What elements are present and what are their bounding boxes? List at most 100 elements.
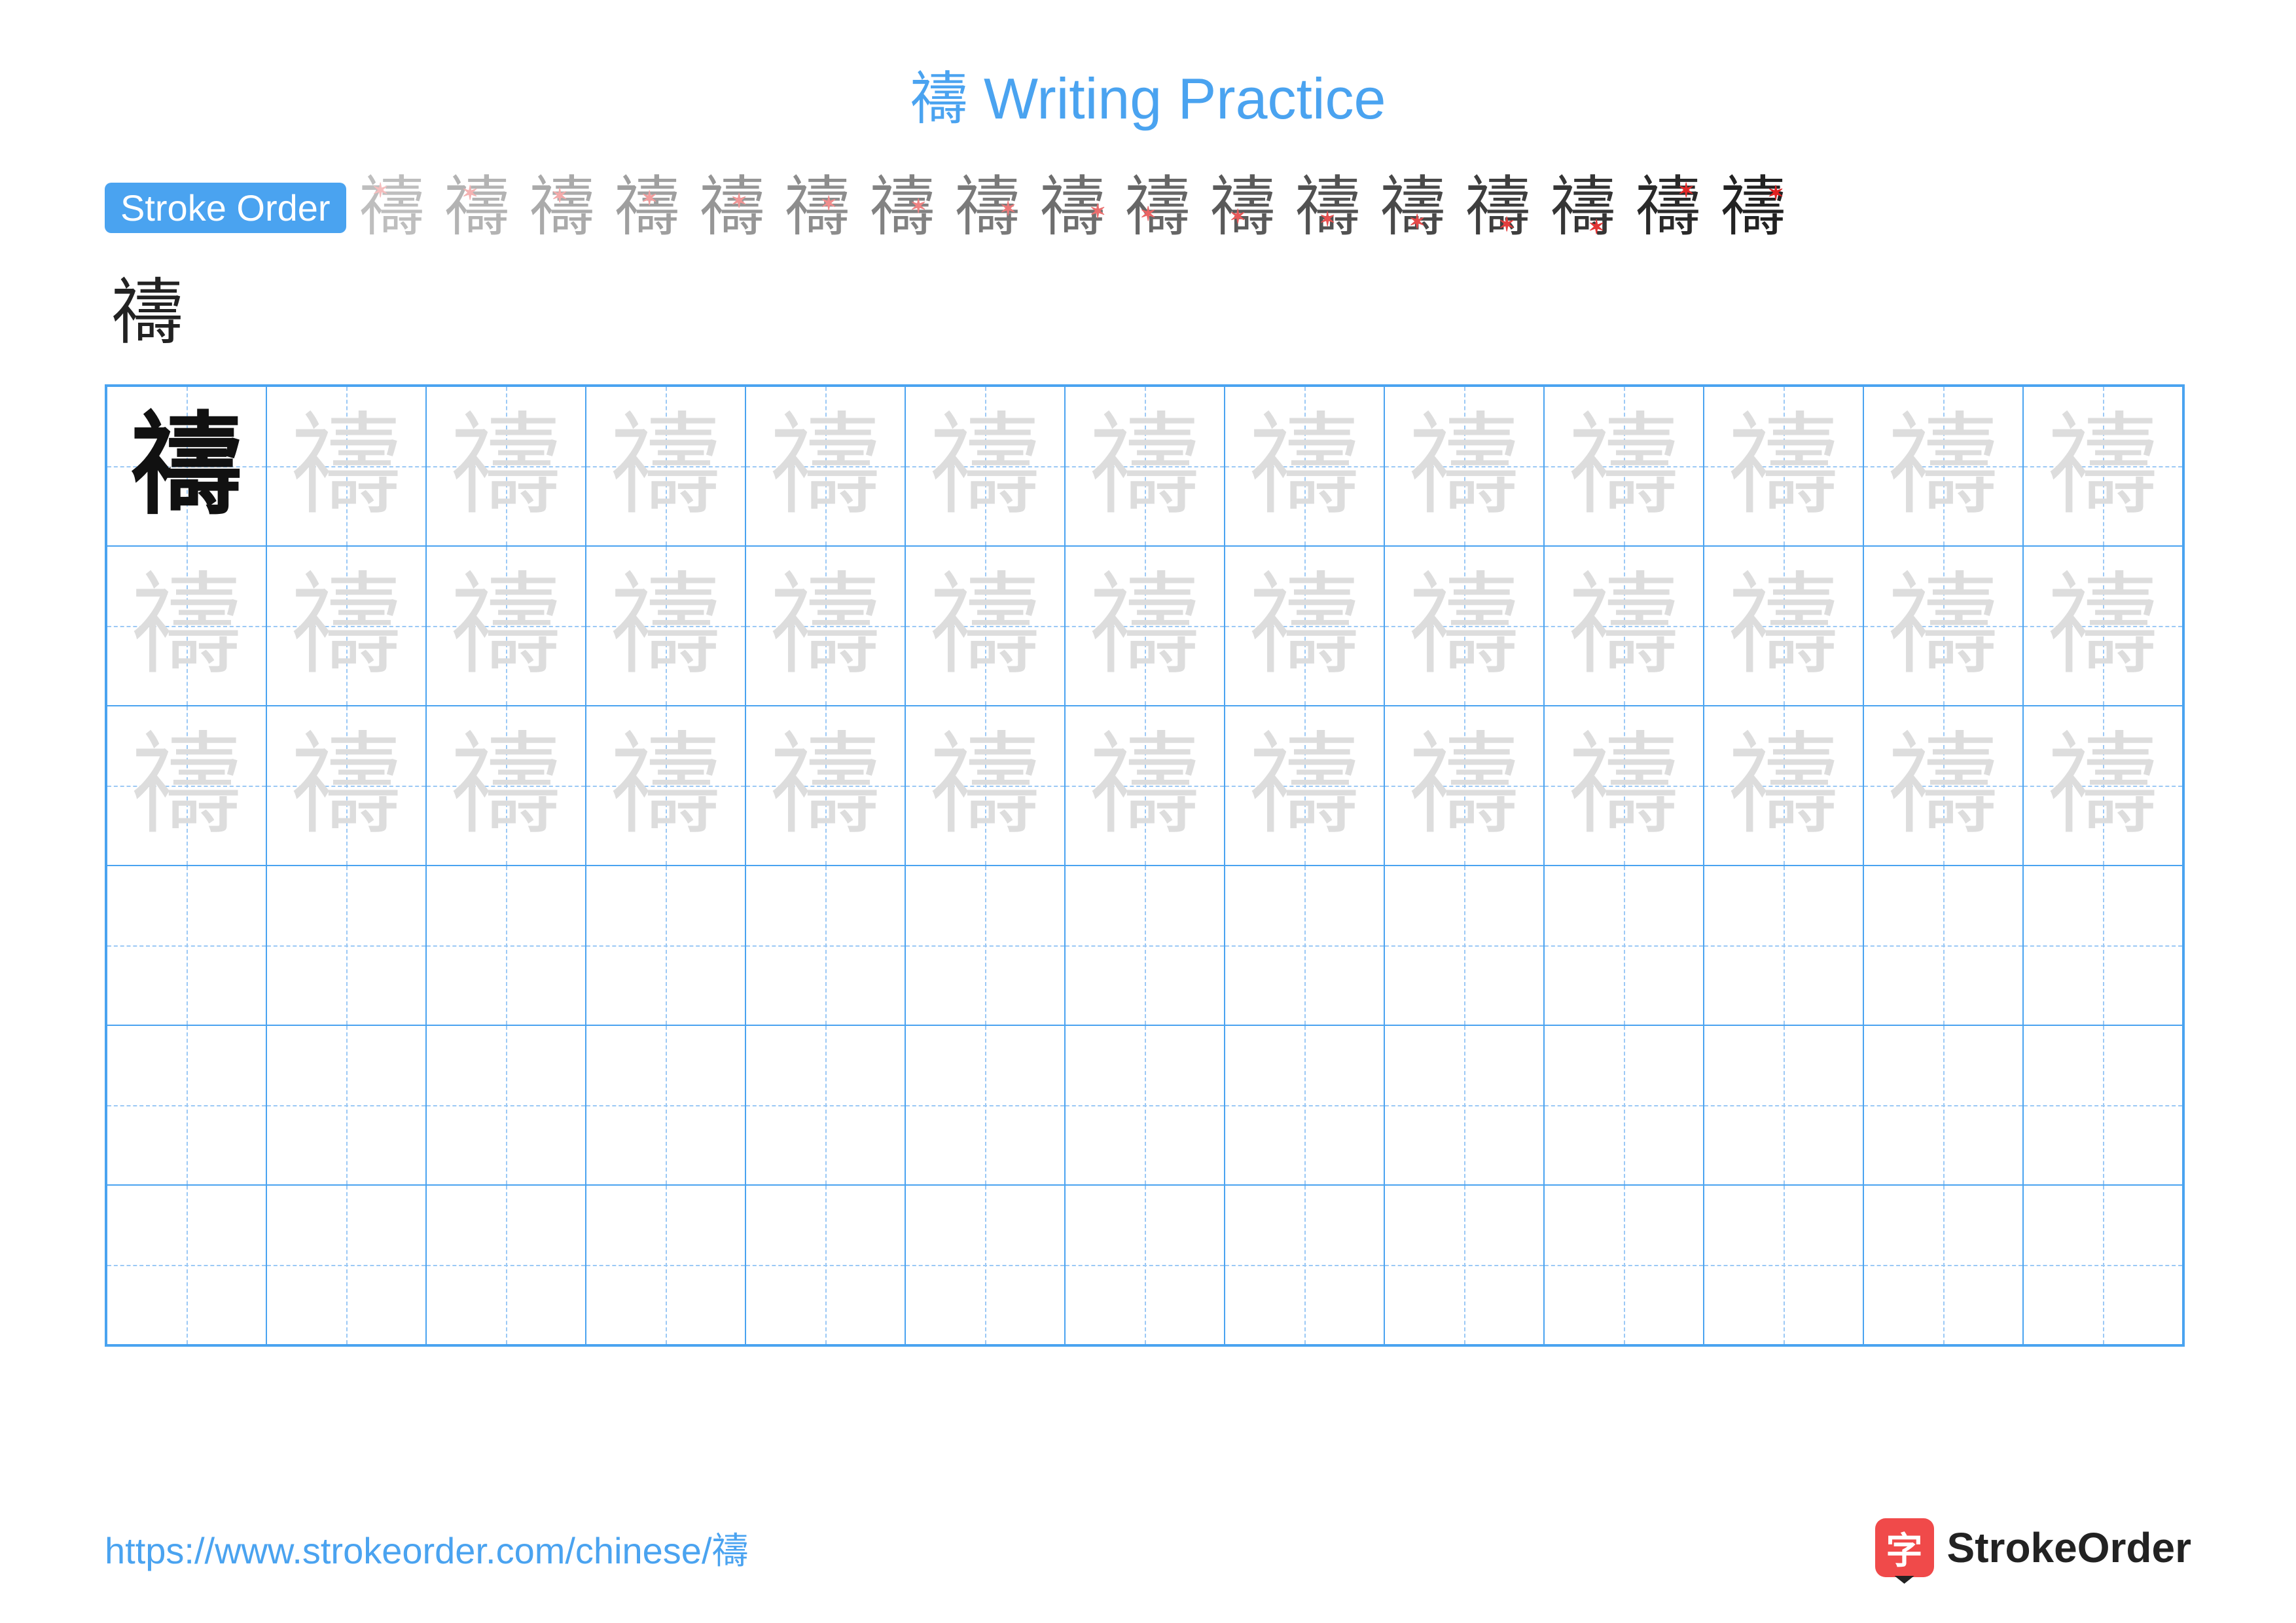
grid-cell: 禱: [1065, 386, 1225, 546]
trace-char: 禱: [610, 730, 721, 841]
trace-char: 禱: [291, 410, 402, 522]
grid-cell: 禱: [1384, 386, 1544, 546]
grid-cell: 禱: [1704, 386, 1863, 546]
stroke-step: 禱✶: [955, 175, 1020, 240]
grid-cell: 禱: [426, 546, 586, 706]
grid-cell: [1544, 866, 1704, 1025]
source-url: https://www.strokeorder.com/chinese/禱: [105, 1522, 749, 1575]
grid-cell: 禱: [107, 546, 266, 706]
trace-char: 禱: [291, 730, 402, 841]
grid-cell: [107, 866, 266, 1025]
grid-cell: 禱: [745, 386, 905, 546]
trace-char: 禱: [1888, 570, 1999, 682]
trace-char: 禱: [450, 410, 562, 522]
grid-cell: 禱: [1544, 386, 1704, 546]
trace-char: 禱: [610, 570, 721, 682]
stroke-order-badge: Stroke Order: [105, 183, 346, 233]
stroke-step: 禱✶: [785, 175, 850, 240]
trace-char: 禱: [1408, 730, 1520, 841]
grid-cell: 禱: [1704, 546, 1863, 706]
grid-cell: [1384, 1025, 1544, 1185]
grid-cell: 禱: [1384, 546, 1544, 706]
grid-cell: 禱: [745, 546, 905, 706]
grid-cell: [1704, 1185, 1863, 1345]
trace-char: 禱: [929, 410, 1041, 522]
grid-cell: [1065, 1185, 1225, 1345]
grid-cell: 禱: [1863, 706, 2023, 866]
grid-cell: 禱: [266, 706, 426, 866]
grid-cell: 禱: [266, 546, 426, 706]
stroke-order-row: Stroke Order 禱✶禱✶禱✶禱✶禱✶禱✶禱✶禱✶禱✶禱✶禱✶禱✶禱✶禱…: [105, 175, 2191, 240]
stroke-step: 禱✶: [529, 175, 595, 240]
grid-cell: 禱: [426, 706, 586, 866]
stroke-step: 禱✶: [1551, 175, 1616, 240]
stroke-step: 禱✶: [1295, 175, 1361, 240]
grid-cell: 禱: [905, 386, 1065, 546]
grid-cell: [745, 866, 905, 1025]
trace-char: 禱: [770, 730, 881, 841]
grid-cell: [426, 866, 586, 1025]
grid-cell: [745, 1025, 905, 1185]
grid-cell: [1065, 1025, 1225, 1185]
grid-cell: [2023, 866, 2183, 1025]
grid-cell: 禱: [1225, 386, 1384, 546]
stroke-step: 禱✶: [444, 175, 510, 240]
trace-char: 禱: [1888, 410, 1999, 522]
brand: 字 StrokeOrder: [1875, 1518, 2191, 1577]
stroke-step: 禱✶: [1465, 175, 1531, 240]
trace-char: 禱: [450, 570, 562, 682]
grid-cell: [905, 1025, 1065, 1185]
trace-char: 禱: [770, 410, 881, 522]
stroke-steps: 禱✶禱✶禱✶禱✶禱✶禱✶禱✶禱✶禱✶禱✶禱✶禱✶禱✶禱✶禱✶禱✶禱✶: [359, 175, 1786, 240]
grid-cell: [586, 1185, 745, 1345]
grid-cell: 禱: [1065, 706, 1225, 866]
grid-cell: [1225, 1185, 1384, 1345]
trace-char: 禱: [2047, 410, 2159, 522]
brand-icon: 字: [1875, 1518, 1934, 1577]
trace-char: 禱: [1089, 730, 1200, 841]
grid-cell: [266, 1025, 426, 1185]
grid-cell: 禱: [1863, 386, 2023, 546]
stroke-step: 禱✶: [1125, 175, 1191, 240]
grid-cell: 禱: [1065, 546, 1225, 706]
grid-cell: 禱: [905, 706, 1065, 866]
stroke-step: 禱✶: [1210, 175, 1276, 240]
grid-cell: 禱: [2023, 706, 2183, 866]
grid-cell: [107, 1185, 266, 1345]
grid-cell: 禱: [1863, 546, 2023, 706]
trace-char: 禱: [2047, 730, 2159, 841]
trace-char: 禱: [1728, 410, 1839, 522]
grid-cell: [586, 1025, 745, 1185]
footer: https://www.strokeorder.com/chinese/禱 字 …: [105, 1518, 2191, 1577]
practice-grid: 禱禱禱禱禱禱禱禱禱禱禱禱禱禱禱禱禱禱禱禱禱禱禱禱禱禱禱禱禱禱禱禱禱禱禱禱禱禱禱: [105, 384, 2185, 1347]
trace-char: 禱: [131, 730, 242, 841]
grid-cell: [1704, 1025, 1863, 1185]
stroke-step: 禱✶: [1636, 175, 1701, 240]
grid-cell: [107, 1025, 266, 1185]
stroke-step: 禱✶: [1721, 175, 1786, 240]
grid-cell: [1384, 866, 1544, 1025]
trace-char: 禱: [291, 570, 402, 682]
grid-cell: [1225, 1025, 1384, 1185]
grid-cell: [745, 1185, 905, 1345]
grid-cell: [1544, 1025, 1704, 1185]
grid-cell: 禱: [426, 386, 586, 546]
grid-cell: 禱: [1544, 706, 1704, 866]
grid-cell: [905, 1185, 1065, 1345]
grid-cell: [1863, 866, 2023, 1025]
trace-char: 禱: [1728, 570, 1839, 682]
trace-char: 禱: [1249, 570, 1360, 682]
grid-cell: 禱: [586, 546, 745, 706]
trace-char: 禱: [1888, 730, 1999, 841]
grid-cell: [1384, 1185, 1544, 1345]
grid-cell: [1065, 866, 1225, 1025]
trace-char: 禱: [1089, 570, 1200, 682]
grid-cell: [266, 866, 426, 1025]
grid-cell: [426, 1025, 586, 1185]
grid-cell: 禱: [586, 386, 745, 546]
trace-char: 禱: [1249, 730, 1360, 841]
trace-char: 禱: [1408, 570, 1520, 682]
grid-cell: [1863, 1025, 2023, 1185]
trace-char: 禱: [1728, 730, 1839, 841]
grid-cell: [1544, 1185, 1704, 1345]
